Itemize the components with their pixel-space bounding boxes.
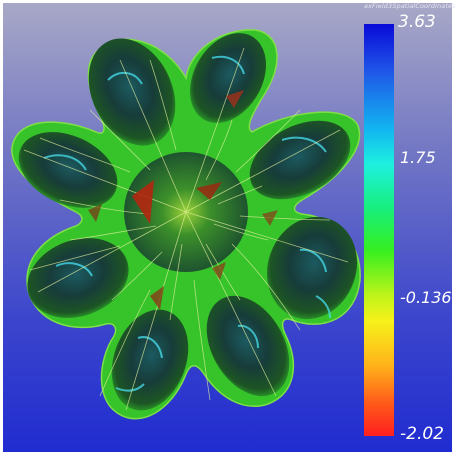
colorbar-gradient (364, 24, 394, 436)
frame-border-bottom (0, 452, 455, 458)
colorbar-label-max: 3.63 (398, 12, 436, 32)
surface-lobes (18, 33, 358, 411)
colorbar-label-min: -2.02 (400, 424, 444, 444)
surface-hot-spots (88, 90, 278, 310)
surface-mesh-lines (23, 47, 349, 411)
surface-highlights (43, 55, 331, 392)
colorbar-label-lower-mid: -0.136 (400, 288, 452, 307)
colorbar-title: axField3SpatialCoordinates (364, 2, 455, 10)
frame-border-left (0, 0, 3, 458)
frame-border-right (452, 0, 455, 458)
colorbar-label-upper-mid: 1.75 (400, 148, 436, 167)
frame-border-top (0, 0, 455, 3)
